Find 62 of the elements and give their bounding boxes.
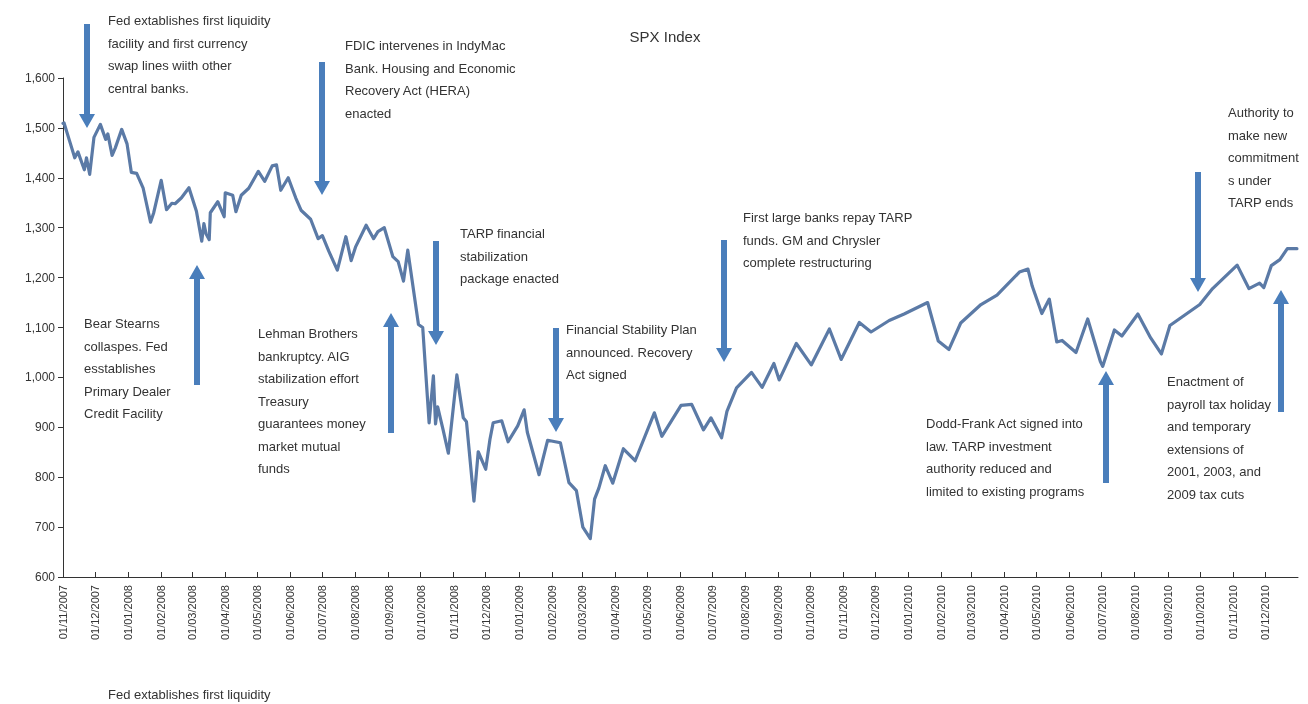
x-tick-label: 01/04/2008 [219,585,232,641]
x-tick-label: 01/01/2010 [902,585,915,641]
x-tick-label: 01/01/2009 [512,585,525,641]
annotation: Dodd‑Frank Act signed into law. TARP investment authority reduced and limited to existing programs [926,415,1086,501]
x-tick-label: 01/11/2008 [447,585,460,640]
x-tick-label: 01/10/2009 [804,585,817,641]
x-tick-label: 01/05/2010 [1030,585,1043,641]
x-tick-label: 01/04/2009 [608,585,621,641]
y-tick-label: 1,300 [24,220,56,235]
x-tick-label: 01/07/2008 [316,585,329,641]
x-tick-label: 01/12/2008 [479,585,492,641]
annotation: FDIC intervenes in IndyMac Bank. Housing and Economic Recovery Act (HERA) enacted [345,37,517,123]
annotation: Enactment of payroll tax holiday and temporary extensions of 2001, 2003, and 2009 tax cuts [1167,373,1273,504]
x-tick-label: 01/10/2010 [1193,585,1206,641]
x-tick-label: 01/05/2009 [640,585,653,641]
x-tick-label: 01/08/2008 [349,585,362,641]
y-tick-label: 900 [34,420,56,435]
x-tick-label: 01/02/2008 [155,585,168,641]
x-tick-label: 01/11/2010 [1226,585,1239,640]
x-tick-label: 01/02/2010 [935,585,948,641]
x-tick-label: 01/10/2008 [414,585,427,641]
y-tick-label: 700 [34,520,56,535]
x-tick-label: 01/06/2009 [673,585,686,641]
x-tick-label: 01/03/2010 [965,585,978,641]
annotation: Bear Stearns collaspes. Fed esstablishes Primary Dealer Credit Facility [84,315,172,423]
x-tick-label: 01/08/2010 [1128,585,1141,641]
x-tick-label: 01/01/2008 [122,585,135,641]
y-tick-label: 600 [34,570,56,584]
y-tick-label: 1,500 [24,120,56,135]
line-series [61,121,1299,541]
x-tick-label: 01/12/2009 [869,585,882,641]
x-tick-label: 01/09/2009 [772,585,785,641]
x-tick-label: 01/04/2010 [998,585,1011,641]
x-tick-label: 01/12/2010 [1258,585,1271,641]
y-tick-label: 1,600 [24,71,56,85]
x-tick-label: 01/07/2009 [705,585,718,641]
y-tick-label: 1,400 [24,170,56,185]
x-tick-label: 01/05/2008 [251,585,264,641]
x-tick-label: 01/09/2008 [382,585,395,641]
x-tick-label: 01/07/2010 [1095,585,1108,641]
x-tick-label: 01/06/2010 [1063,585,1076,641]
x-tick-label: 01/11/2007 [57,585,69,640]
y-tick-label: 1,200 [24,270,56,285]
annotation: Financial Stability Plan announced. Recovery Act signed [566,321,698,384]
annotation: First large banks repay TARP funds. GM and Chrysler complete restructuring [743,209,914,272]
x-tick-label: 01/09/2010 [1161,585,1174,641]
x-tick-label: 01/02/2009 [545,585,558,641]
annotation: Lehman Brothers bankruptcy. AIG stabilization effort Treasury guarantees money market mutual funds [258,325,367,478]
y-tick-label: 800 [34,470,56,485]
x-tick-label: 01/06/2008 [284,585,297,641]
x-tick-label: 01/08/2009 [739,585,752,641]
x-tick-label: 01/11/2009 [837,585,850,640]
annotation: Authority to make new commitment s under TARP ends [1228,104,1300,212]
chart-title: SPX Index [629,28,701,45]
x-tick-label: 01/03/2009 [575,585,588,641]
annotation: Fed extablishes first liquidity facility and first currency swap lines wiith other central banks. [108,12,272,98]
y-tick-label: 1,100 [24,320,56,335]
y-tick-label: 1,000 [24,370,56,385]
annotation: TARP financial stabilization package enacted [460,225,561,288]
x-tick-label: 01/03/2008 [186,585,199,641]
text: Fed extablishes first liquidity [108,686,272,704]
x-tick-label: 01/12/2007 [89,585,102,641]
